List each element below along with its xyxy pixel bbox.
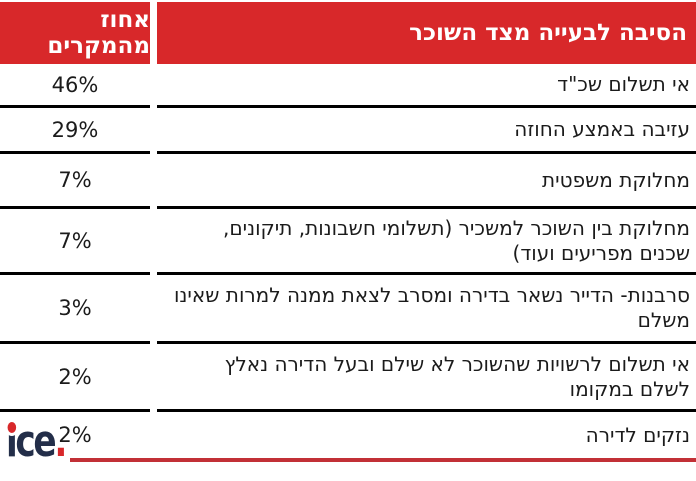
table-row: עזיבה באמצע החוזה 29% <box>0 108 696 154</box>
percent-cell: 2% <box>0 412 150 458</box>
reason-cell: נזקים לדירה <box>157 412 696 458</box>
table-row: סרבנות- הדייר נשאר בדירה ומסרב לצאת ממנה… <box>0 275 696 344</box>
table-row: נזקים לדירה 2% <box>0 412 696 458</box>
percent-cell: 2% <box>0 344 150 412</box>
percent-text: 29% <box>51 117 99 142</box>
table-row: מחלוקת בין השוכר למשכיר (תשלומי חשבונות,… <box>0 209 696 275</box>
table-row: מחלוקת משפטית 7% <box>0 154 696 209</box>
column-gutter <box>150 275 157 344</box>
percent-text: 7% <box>58 228 92 253</box>
reason-cell: אי תשלום לרשויות שהשוכר לא שילם ובעל הדי… <box>157 344 696 412</box>
logo-period: . <box>54 416 67 467</box>
reason-cell: סרבנות- הדייר נשאר בדירה ומסרב לצאת ממנה… <box>157 275 696 344</box>
reason-text: נזקים לדירה <box>585 422 690 447</box>
percent-text: 46% <box>51 72 99 97</box>
percent-cell: 46% <box>0 64 150 108</box>
percent-cell: 7% <box>0 209 150 275</box>
header-reason-column: הסיבה לבעייה מצד השוכר <box>157 2 696 64</box>
percent-cell: 3% <box>0 275 150 344</box>
ice-logo: ice. <box>6 420 67 464</box>
brand-underline <box>70 458 696 462</box>
reason-text: מחלוקת בין השוכר למשכיר (תשלומי חשבונות,… <box>222 215 690 265</box>
table-body: אי תשלום שכ"ד 46% עזיבה באמצע החוזה 29% … <box>0 64 696 458</box>
percent-cell: 7% <box>0 154 150 209</box>
column-gutter <box>150 2 157 64</box>
column-gutter <box>150 344 157 412</box>
column-gutter <box>150 64 157 108</box>
logo-i-dot-icon <box>7 422 17 433</box>
reason-text: אי תשלום שכ"ד <box>557 72 690 96</box>
table-row: אי תשלום לרשויות שהשוכר לא שילם ובעל הדי… <box>0 344 696 412</box>
column-gutter <box>150 154 157 209</box>
reason-text: מחלוקת משפטית <box>542 167 690 192</box>
column-gutter <box>150 209 157 275</box>
reason-text: סרבנות- הדייר נשאר בדירה ומסרב לצאת ממנה… <box>173 283 690 332</box>
reason-cell: אי תשלום שכ"ד <box>157 64 696 108</box>
percent-text: 7% <box>58 168 92 192</box>
header-reason-label: הסיבה לבעייה מצד השוכר <box>409 20 687 46</box>
percent-cell: 29% <box>0 108 150 154</box>
column-gutter <box>150 412 157 458</box>
header-percent-label: אחוז מהמקרים <box>47 7 150 59</box>
table-row: אי תשלום שכ"ד 46% <box>0 64 696 108</box>
table-header-row: הסיבה לבעייה מצד השוכר אחוז מהמקרים <box>0 2 696 64</box>
percent-text: 2% <box>58 423 92 447</box>
reason-text: אי תשלום לרשויות שהשוכר לא שילם ובעל הדי… <box>224 351 690 401</box>
reason-cell: מחלוקת בין השוכר למשכיר (תשלומי חשבונות,… <box>157 209 696 275</box>
reason-cell: עזיבה באמצע החוזה <box>157 108 696 154</box>
header-percent-column: אחוז מהמקרים <box>0 2 150 64</box>
percent-text: 2% <box>58 364 92 389</box>
reason-cell: מחלוקת משפטית <box>157 154 696 209</box>
reason-text: עזיבה באמצע החוזה <box>514 117 690 141</box>
percent-text: 3% <box>58 296 92 320</box>
column-gutter <box>150 108 157 154</box>
